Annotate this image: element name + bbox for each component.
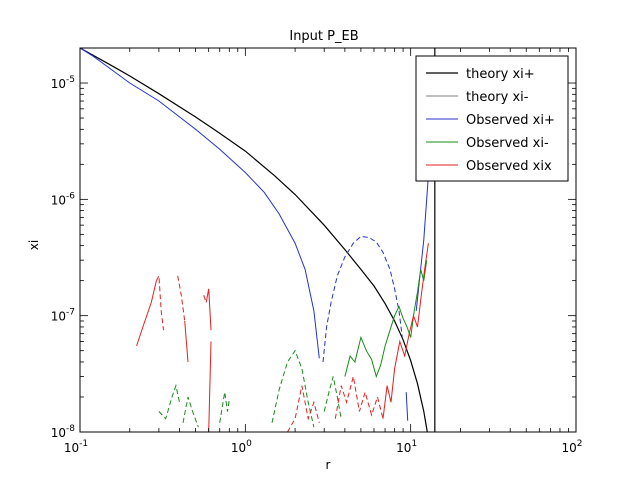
series-line-observed-xi--1 bbox=[182, 396, 199, 428]
axis-ticks bbox=[79, 47, 577, 433]
series-line-observed-xix-8 bbox=[334, 376, 384, 419]
series-line-observed-xix-0 bbox=[136, 280, 157, 347]
chart-title: Input P_EB bbox=[289, 29, 358, 44]
series-line-observed-xix-4 bbox=[203, 295, 207, 303]
series-line-observed-xi--3 bbox=[271, 349, 315, 428]
legend-label: Observed xix bbox=[466, 159, 552, 174]
x-axis-label: r bbox=[326, 458, 331, 472]
y-tick-label: 10-7 bbox=[51, 308, 75, 324]
series-line-observed-xi--2 bbox=[219, 392, 230, 423]
x-tick-label: 10-1 bbox=[64, 439, 88, 455]
series-line-observed-xi--0 bbox=[158, 383, 180, 420]
x-tick-label: 100 bbox=[231, 439, 252, 455]
series-line-observed-xi+-0 bbox=[80, 48, 320, 359]
series-line-observed-xi--5 bbox=[344, 260, 428, 379]
legend-label: Observed xi+ bbox=[466, 113, 555, 128]
y-tick-label: 10-8 bbox=[51, 424, 76, 440]
legend-label: theory xi+ bbox=[466, 67, 535, 82]
series-line-observed-xix-1 bbox=[155, 273, 164, 331]
series-line-observed-xi+-1 bbox=[322, 235, 403, 363]
series-line-observed-xix-2 bbox=[177, 275, 186, 322]
x-tick-label: 102 bbox=[561, 439, 582, 455]
series-line-observed-xi+-2 bbox=[405, 392, 409, 421]
series-line-observed-xix-7 bbox=[287, 385, 320, 432]
y-tick-label: 10-6 bbox=[51, 191, 76, 207]
series-line-observed-xix-3 bbox=[184, 320, 189, 363]
series-line-observed-xix-9 bbox=[382, 243, 429, 419]
legend: theory xi+ theory xi- Observed xi+ Observed… bbox=[415, 55, 569, 182]
series-line-observed-xix-5 bbox=[205, 288, 212, 331]
series-line-observed-xix-6 bbox=[208, 341, 212, 432]
x-tick-label: 101 bbox=[396, 439, 417, 455]
y-axis-label: xi bbox=[27, 240, 41, 250]
series-line-theory-xi+-0 bbox=[80, 48, 428, 432]
series-line-observed-xi--4 bbox=[323, 376, 342, 419]
series-line-observed-xi+-3 bbox=[415, 159, 430, 311]
plot-area bbox=[80, 48, 436, 432]
axis-tick-labels: 10-1 100 101 102 10-8 10-7 10-6 10-5 bbox=[51, 75, 583, 455]
legend-label: theory xi- bbox=[466, 90, 529, 105]
legend-label: Observed xi- bbox=[466, 136, 549, 151]
y-tick-label: 10-5 bbox=[51, 75, 75, 91]
plot-frame bbox=[79, 47, 577, 433]
